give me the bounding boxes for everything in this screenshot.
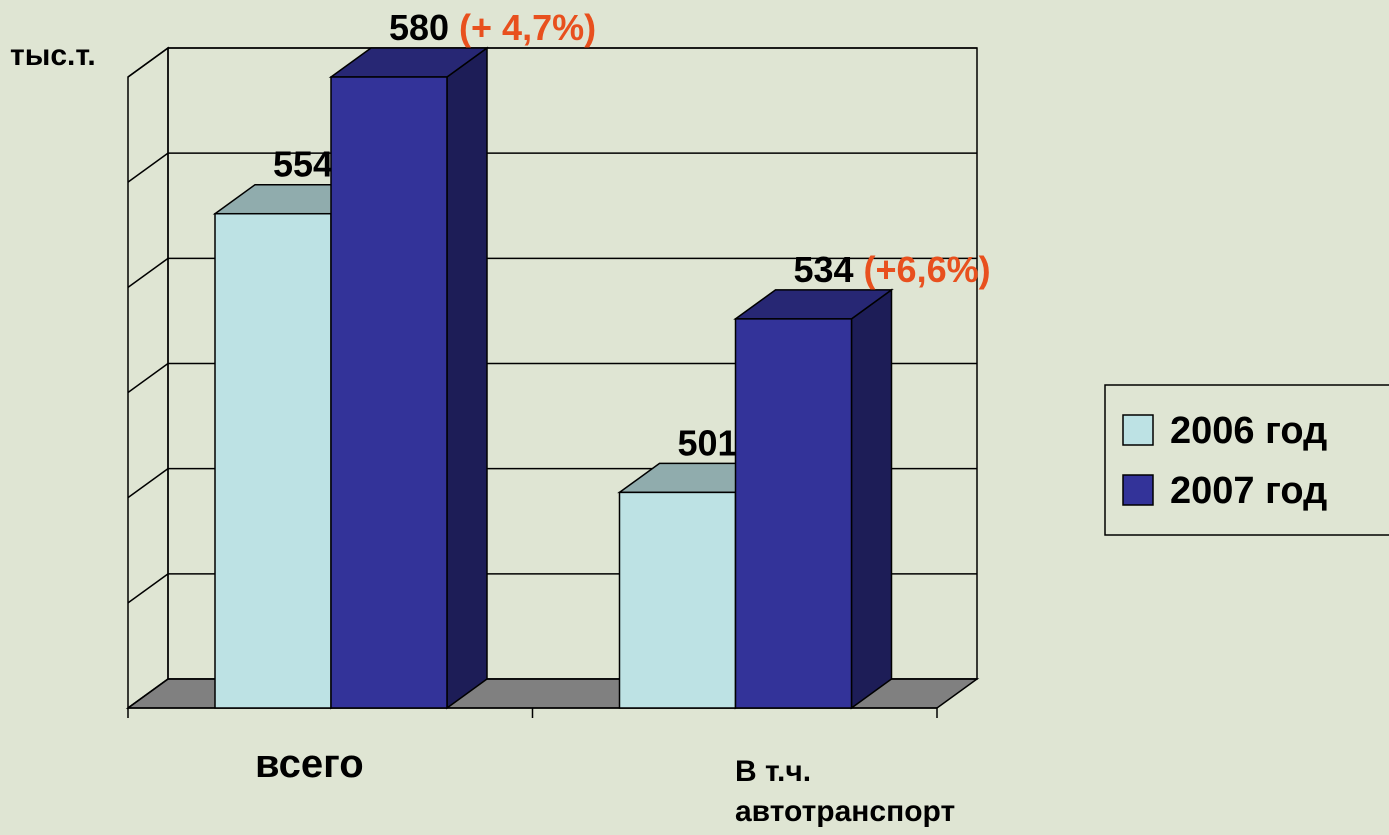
bar [330,76,448,709]
grid-line [127,678,169,709]
bar-side [446,46,488,710]
grid-line [127,257,169,288]
annotation: (+6,6%) [864,249,991,290]
legend-label: 2007 год [1170,470,1327,512]
bar [618,491,737,709]
value-label: 554 [273,144,333,185]
bar-side [850,288,893,710]
grid-line [127,47,169,78]
bar [734,318,853,709]
grid-line [127,152,169,183]
x-tick-label: всего [255,742,364,786]
grid-line [127,468,169,499]
annotation: (+ 4,7%) [459,7,596,48]
value-label: 534 [793,249,853,290]
y-axis-label: тыс.т. [10,39,96,72]
grid-line [127,362,169,394]
value-label: 501 [677,422,737,463]
legend-label: 2006 год [1170,410,1327,452]
legend-swatch [1122,474,1154,506]
bar [214,212,332,709]
legend-swatch [1122,414,1154,446]
legend-box [1104,384,1389,536]
value-label: 580 [389,7,449,48]
x-tick-label: В т.ч. автотранспорт [735,755,956,828]
grid-line [127,573,169,604]
